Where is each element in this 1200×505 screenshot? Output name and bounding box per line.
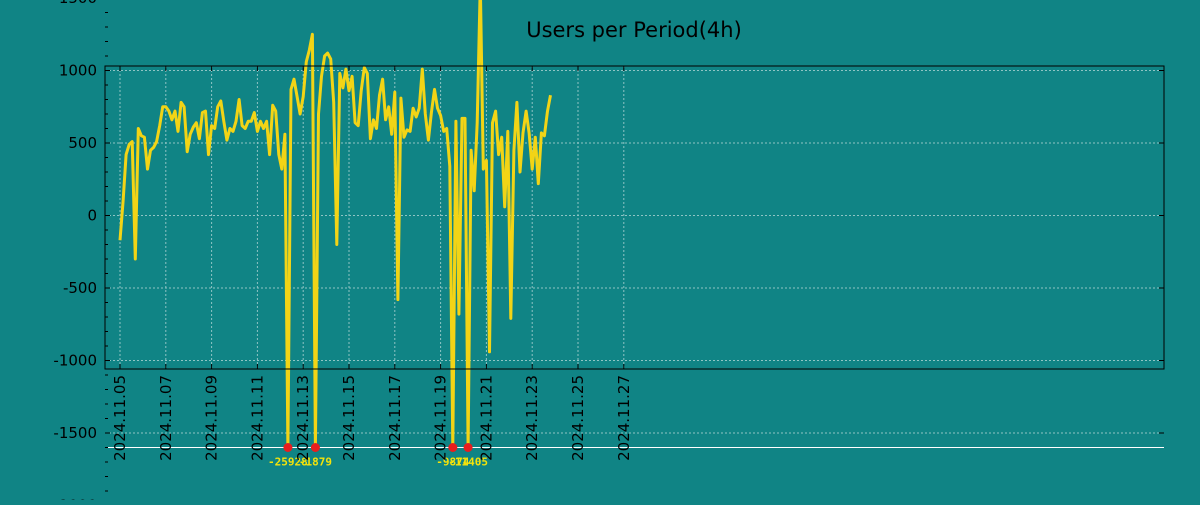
- x-tick-label: 2024.11.15: [340, 375, 358, 461]
- peak-marker: [463, 443, 473, 452]
- grid: [105, 66, 1164, 434]
- y-tick-label: 1500: [59, 0, 97, 7]
- peak-markers: [283, 443, 473, 452]
- y-tick-label: -1500: [53, 424, 97, 442]
- series-line: [118, 0, 552, 449]
- x-tick-label: 2024.11.05: [111, 375, 129, 461]
- y-tick-label: -2000: [53, 497, 97, 501]
- peak-label: -25928: [268, 456, 308, 469]
- y-tick-label: 500: [68, 134, 97, 152]
- series: [118, 0, 552, 449]
- peak-labels: -25928-1879-9874-1140512149: [268, 456, 488, 469]
- x-tick-label: 2024.11.17: [386, 375, 404, 461]
- peak-label: -1879: [299, 456, 332, 469]
- y-tick-label: 0: [87, 207, 97, 225]
- x-tick-label: 2024.11.23: [523, 375, 541, 461]
- chart-title: Users per Period(4h): [526, 18, 742, 42]
- x-tick-label: 2024.11.25: [569, 375, 587, 461]
- y-tick-label: 1000: [59, 62, 97, 80]
- y-tick-label: -1000: [53, 352, 97, 370]
- reference-lines: [105, 447, 1164, 448]
- peak-label: -9874: [436, 456, 469, 469]
- x-tick-label: 2024.11.09: [203, 375, 221, 461]
- x-tick-label: 2024.11.07: [157, 375, 175, 461]
- y-tick-label: -500: [63, 279, 97, 297]
- peak-marker: [283, 443, 293, 452]
- peak-marker: [310, 443, 320, 452]
- plot-frame: [104, 65, 1165, 370]
- peak-label: -11405: [448, 456, 488, 469]
- x-axis: 2024.11.05 2024.11.07 2024.11.09 2024.11.11…: [111, 66, 633, 461]
- x-tick-label: 2024.11.19: [432, 375, 450, 461]
- x-tick-label: 2024.11.13: [294, 375, 312, 461]
- x-tick-label: 2024.11.27: [615, 375, 633, 461]
- x-tick-label: 2024.11.11: [248, 375, 266, 461]
- peak-marker: [448, 443, 458, 452]
- x-tick-label: 2024.11.21: [477, 375, 495, 461]
